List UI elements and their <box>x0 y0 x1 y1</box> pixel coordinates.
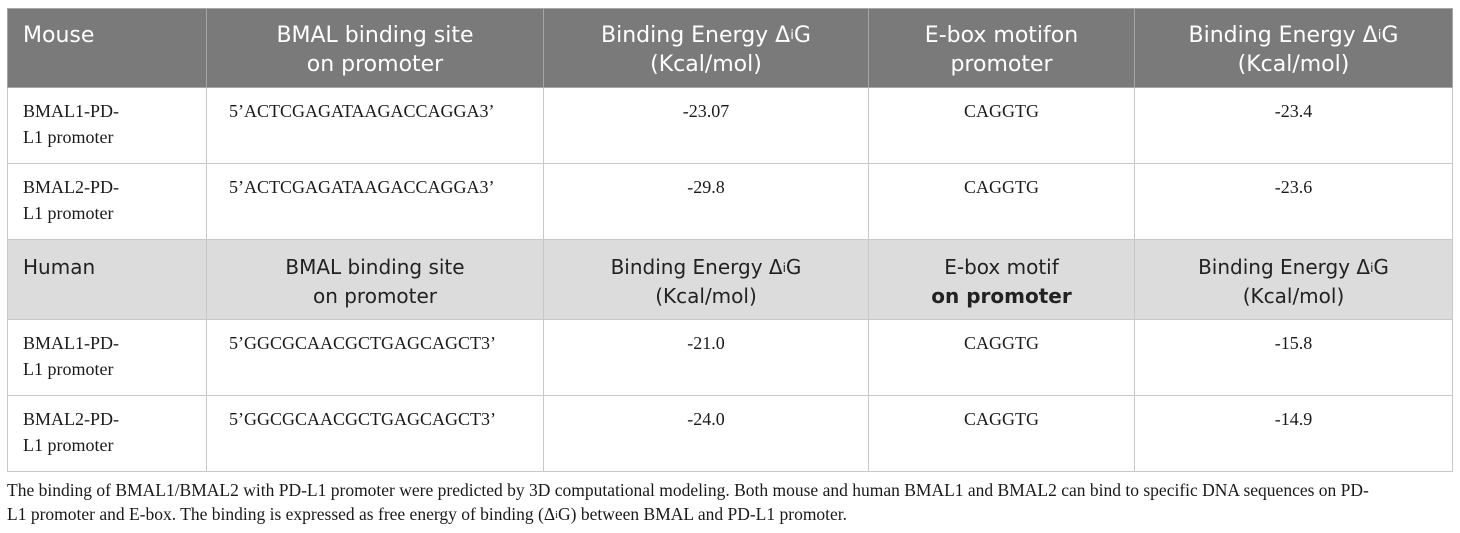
row-ebox: CAGGTG <box>868 395 1135 472</box>
mouse-header-ebox: E-box motifon promoter <box>868 8 1135 88</box>
header-text: Binding Energy Δ <box>610 255 783 279</box>
row-name: BMAL1-PD- L1 promoter <box>7 319 207 396</box>
header-line: (Kcal/mol) <box>655 284 757 308</box>
header-line: promoter <box>950 52 1053 77</box>
table-row: BMAL2-PD- L1 promoter 5’ACTCGAGATAAGACCA… <box>7 163 1453 240</box>
row-ebox-energy: -15.8 <box>1134 319 1453 396</box>
row-ebox-energy: -23.6 <box>1134 163 1453 240</box>
mouse-header-species: Mouse <box>7 8 207 88</box>
row-energy: -23.07 <box>543 87 869 164</box>
row-binding-site: 5’GGCGCAACGCTGAGCAGCT3’ <box>206 319 544 396</box>
row-ebox-energy: -23.4 <box>1134 87 1453 164</box>
header-text: G <box>793 23 811 48</box>
table-container: Mouse BMAL binding site on promoter Bind… <box>7 8 1453 472</box>
human-header-row: Human BMAL binding site on promoter Bind… <box>7 239 1453 320</box>
header-line: BMAL binding site <box>276 23 474 48</box>
header-line: E-box motifon <box>924 23 1079 48</box>
row-binding-site: 5’GGCGCAACGCTGAGCAGCT3’ <box>206 395 544 472</box>
header-line: BMAL binding site <box>285 255 465 279</box>
header-line: E-box motif <box>944 255 1059 279</box>
footnote-text: L1 promoter and E-box. The binding is ex… <box>7 504 556 524</box>
row-energy: -21.0 <box>543 319 869 396</box>
superscript: i <box>555 509 559 521</box>
table-row: BMAL1-PD- L1 promoter 5’GGCGCAACGCTGAGCA… <box>7 319 1453 396</box>
row-binding-site: 5’ACTCGAGATAAGACCAGGA3’ <box>206 87 544 164</box>
header-line: on promoter <box>931 284 1072 308</box>
header-text: G <box>785 255 802 279</box>
superscript: i <box>1370 260 1374 275</box>
footnote-text: G) between BMAL and PD-L1 promoter. <box>558 504 848 524</box>
header-text: G <box>1373 255 1389 279</box>
header-text: Binding Energy Δ <box>1198 255 1371 279</box>
superscript: i <box>1377 28 1382 44</box>
row-name: BMAL2-PD- L1 promoter <box>7 163 207 240</box>
footnote-line: The binding of BMAL1/BMAL2 with PD-L1 pr… <box>7 480 1369 500</box>
row-ebox: CAGGTG <box>868 319 1135 396</box>
mouse-header-ebox-energy: Binding Energy ΔiG (Kcal/mol) <box>1134 8 1453 88</box>
row-ebox: CAGGTG <box>868 87 1135 164</box>
row-binding-site: 5’ACTCGAGATAAGACCAGGA3’ <box>206 163 544 240</box>
human-header-binding-energy: Binding Energy ΔiG (Kcal/mol) <box>543 239 869 320</box>
human-header-binding-site: BMAL binding site on promoter <box>206 239 544 320</box>
row-name: BMAL1-PD- L1 promoter <box>7 87 207 164</box>
binding-energy-table: Mouse BMAL binding site on promoter Bind… <box>7 8 1453 472</box>
mouse-header-row: Mouse BMAL binding site on promoter Bind… <box>7 8 1453 88</box>
header-text: G <box>1381 23 1399 48</box>
human-header-ebox: E-box motif on promoter <box>868 239 1135 320</box>
header-line: (Kcal/mol) <box>650 52 762 77</box>
row-ebox: CAGGTG <box>868 163 1135 240</box>
human-header-species: Human <box>7 239 207 320</box>
mouse-header-binding-site: BMAL binding site on promoter <box>206 8 544 88</box>
header-line: on promoter <box>306 52 444 77</box>
superscript: i <box>790 28 794 44</box>
table-footnote: The binding of BMAL1/BMAL2 with PD-L1 pr… <box>7 478 1452 526</box>
header-line: (Kcal/mol) <box>1242 284 1345 308</box>
header-line: on promoter <box>312 284 438 308</box>
row-ebox-energy: -14.9 <box>1134 395 1453 472</box>
header-text: Binding Energy Δ <box>1188 23 1378 48</box>
superscript: i <box>782 260 786 275</box>
row-energy: -24.0 <box>543 395 869 472</box>
table-row: BMAL2-PD- L1 promoter 5’GGCGCAACGCTGAGCA… <box>7 395 1453 472</box>
human-header-ebox-energy: Binding Energy ΔiG (Kcal/mol) <box>1134 239 1453 320</box>
header-text: Binding Energy Δ <box>601 23 791 48</box>
row-energy: -29.8 <box>543 163 869 240</box>
row-name: BMAL2-PD- L1 promoter <box>7 395 207 472</box>
table-row: BMAL1-PD- L1 promoter 5’ACTCGAGATAAGACCA… <box>7 87 1453 164</box>
mouse-header-binding-energy: Binding Energy ΔiG (Kcal/mol) <box>543 8 869 88</box>
header-line: (Kcal/mol) <box>1237 52 1350 77</box>
